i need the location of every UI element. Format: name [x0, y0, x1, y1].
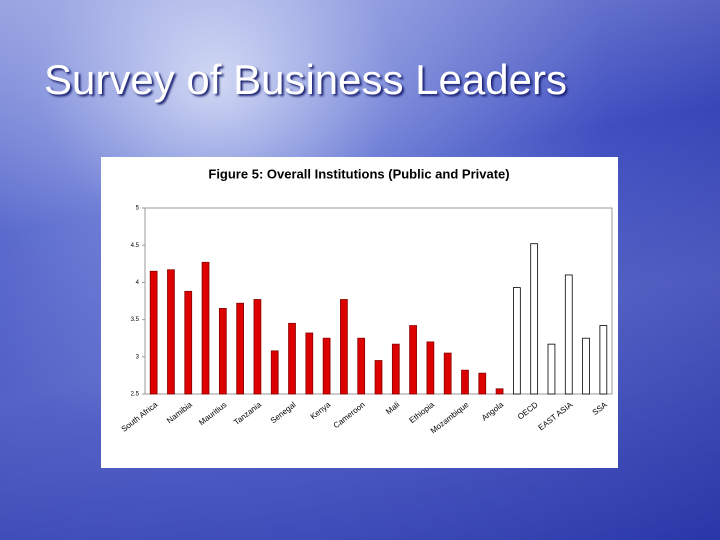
x-tick-label: OECD	[516, 400, 540, 421]
bar	[322, 337, 331, 395]
bar	[218, 308, 227, 395]
bar	[564, 274, 573, 395]
bar	[305, 332, 314, 395]
bar	[391, 343, 400, 395]
bar	[270, 350, 279, 395]
bar	[478, 372, 487, 395]
bar	[149, 270, 158, 395]
x-tick-label: Namibia	[165, 400, 194, 425]
bar	[599, 325, 608, 395]
y-tick-label: 2.5	[131, 392, 140, 398]
bar	[461, 369, 469, 395]
x-tick-label: Ethiopia	[408, 400, 437, 425]
bar	[253, 299, 262, 395]
bar	[443, 352, 452, 395]
bar	[340, 299, 348, 395]
chart: Figure 5: Overall Institutions (Public a…	[101, 157, 618, 468]
bar	[357, 337, 366, 395]
bar	[288, 322, 296, 395]
x-tick-label: Cameroon	[332, 400, 367, 430]
y-tick-label: 4.5	[131, 243, 140, 249]
x-tick-label: Angola	[480, 400, 506, 423]
x-tick-label: Mozambique	[429, 400, 471, 436]
x-tick-label: Mali	[384, 400, 401, 416]
bar	[547, 343, 556, 395]
slide-title: Survey of Business Leaders	[44, 56, 567, 103]
y-tick-label: 4	[136, 280, 140, 286]
bar	[582, 337, 590, 395]
bar	[426, 341, 435, 395]
x-tick-label: South Africa	[120, 400, 160, 434]
chart-title: Figure 5: Overall Institutions (Public a…	[208, 166, 509, 181]
y-tick-label: 5	[136, 206, 140, 212]
bar	[409, 325, 417, 395]
bar	[374, 360, 383, 395]
x-tick-label: Senegal	[269, 400, 298, 425]
bar	[530, 243, 539, 395]
x-tick-label: EAST ASIA	[537, 400, 575, 433]
x-tick-label: Mauritius	[197, 400, 228, 427]
y-tick-label: 3	[136, 354, 140, 360]
bar	[495, 388, 504, 395]
bar	[167, 269, 175, 395]
x-tick-label: SSA	[591, 400, 610, 417]
x-tick-label: Tanzania	[232, 400, 263, 427]
bar	[513, 287, 521, 395]
x-tick-label: Kenya	[309, 400, 333, 421]
bar	[184, 290, 193, 395]
y-tick-label: 3.5	[131, 317, 140, 323]
bar	[201, 261, 210, 395]
bar	[236, 302, 244, 395]
